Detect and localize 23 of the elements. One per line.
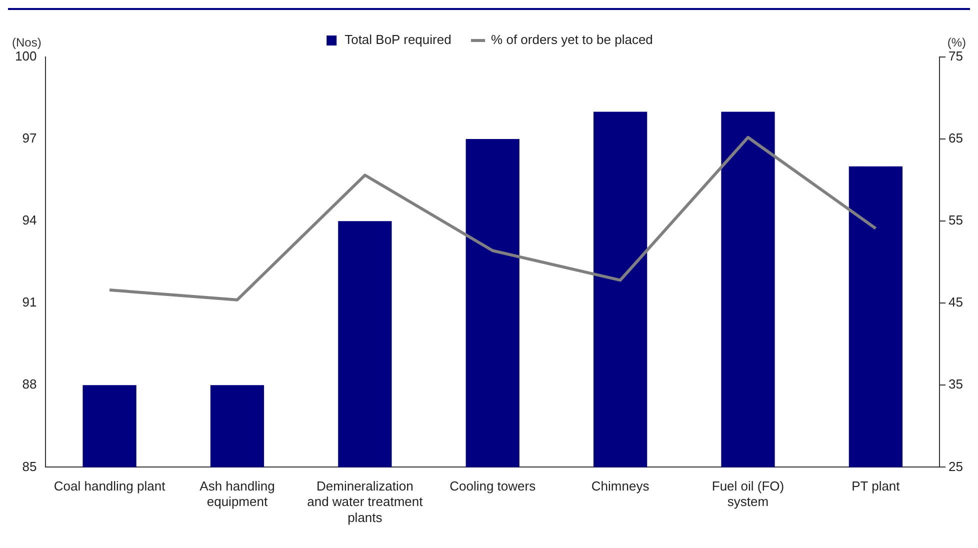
- x-tick-label: Chimneys: [591, 478, 650, 494]
- x-tick-label: Demineralization and water treatment plants: [307, 478, 424, 525]
- legend-label: % of orders yet to be placed: [491, 32, 653, 48]
- x-tick-label: Fuel oil (FO) system: [712, 478, 784, 510]
- x-tick-label: Coal handling plant: [54, 478, 166, 494]
- x-tick-label: Ash handling equipment: [200, 478, 275, 510]
- y-tick-label: 100: [14, 48, 37, 64]
- y2-tick-label: 35: [948, 376, 964, 392]
- y-tick-label: 91: [22, 294, 37, 310]
- x-tick-label: PT plant: [852, 478, 900, 494]
- y2-tick-label: 45: [948, 294, 964, 310]
- legend-label: Total BoP required: [344, 32, 452, 48]
- y-tick-label: 97: [22, 130, 37, 146]
- y2-tick-label: 25: [948, 458, 964, 474]
- y2-tick-label: 65: [948, 130, 964, 146]
- y-axis-title: (Nos): [12, 35, 42, 50]
- y-tick-label: 85: [22, 458, 37, 474]
- y-tick-label: 94: [22, 212, 37, 228]
- y2-tick-label: 75: [948, 48, 964, 64]
- y-tick-label: 88: [22, 376, 37, 392]
- x-tick-label: Cooling towers: [450, 478, 536, 494]
- y2-axis-title: (%): [947, 35, 966, 50]
- y2-tick-label: 55: [948, 212, 964, 228]
